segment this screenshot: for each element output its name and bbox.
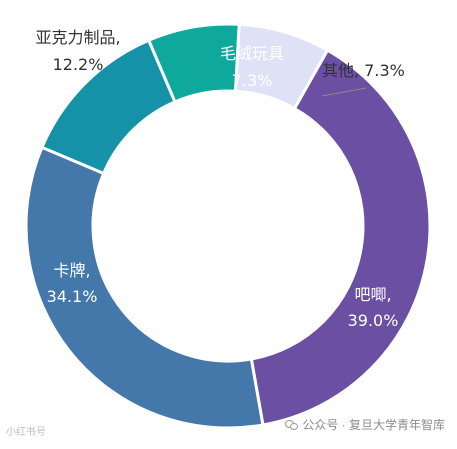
label-kapai-value: 34.1% (47, 287, 98, 306)
slice-baji (249, 48, 432, 427)
leader-line-other (321, 87, 367, 97)
label-baji-value: 39.0% (348, 311, 399, 330)
label-acrylic: 亚克力制品, 12.2% (35, 28, 120, 74)
label-acrylic-value: 12.2% (53, 55, 104, 74)
label-kapai-name: 卡牌, (53, 261, 90, 280)
label-baji-name: 吧唧, (354, 285, 391, 304)
slice-kapai (24, 145, 265, 430)
label-kapai: 卡牌, 34.1% (47, 261, 98, 306)
label-other: 其他, 7.3% (322, 61, 405, 80)
watermark-left: 小红书号 (6, 427, 46, 438)
wechat-icon (285, 419, 299, 430)
label-other-name: 其他, 7.3% (322, 61, 405, 80)
label-baji: 吧唧, 39.0% (348, 285, 399, 330)
label-plush: 毛绒玩具 7.3% (220, 44, 284, 90)
watermark-right: 公众号 · 复旦大学青年智库 (285, 416, 445, 433)
label-plush-value: 7.3% (232, 71, 273, 90)
label-acrylic-name: 亚克力制品, (35, 28, 120, 47)
label-plush-name: 毛绒玩具 (220, 44, 284, 63)
slice-other (233, 22, 330, 111)
watermark-right-text: 公众号 · 复旦大学青年智库 (302, 418, 445, 432)
